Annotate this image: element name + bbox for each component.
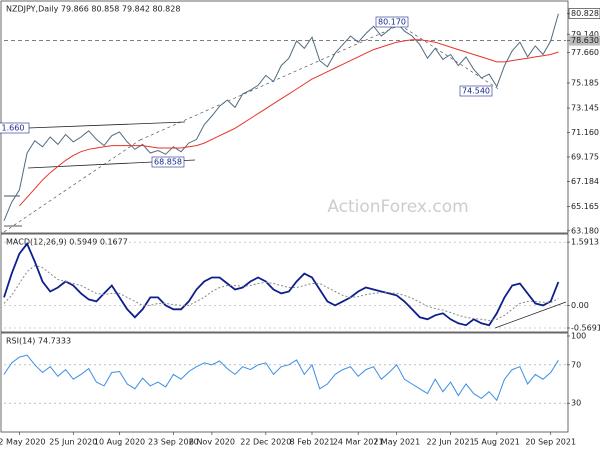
x-tick-label: 7 May 2021 [373,438,420,447]
annotation: 80.170 [378,18,406,27]
y-tick-label: 63.180 [571,226,599,235]
x-tick-label: 20 Sep 2021 [525,438,576,447]
x-tick-label: 12 May 2020 [0,438,45,447]
y-tick-label: 100 [571,332,586,341]
annotation: 68.858 [154,158,182,167]
x-tick-label: 10 Aug 2020 [94,438,145,447]
y-tick-label: 79.140 [571,30,599,39]
annotation-box [151,156,185,168]
x-tick-label: 22 Dec 2020 [240,438,291,447]
y-tick-label: 78.630 [571,36,599,45]
watermark: ActionForex.com [327,197,468,217]
y-tick-label: 0.00 [571,301,589,310]
x-tick-label: 25 Jun 2020 [49,438,97,447]
x-tick-label: 8 Feb 2021 [290,438,335,447]
y-tick-label: 71.160 [571,128,599,137]
series-line [3,354,559,402]
panel-frame [0,0,569,234]
y-tick-label: 77.660 [571,48,599,57]
y-tick-label: 69.175 [571,152,599,161]
x-tick-label: 23 Sep 2020 [148,438,199,447]
y-tick-label: -0.5691 [571,323,600,332]
series-line [3,242,560,327]
series-line [19,39,559,207]
annotation: 74.540 [462,87,490,96]
panel-title: NZDJPY,Daily 79.866 80.858 79.842 80.828 [6,5,180,14]
y-tick-label: 80.828 [571,9,599,18]
x-tick-label: 24 Mar 2021 [333,438,384,447]
series-line [3,265,559,322]
y-tick-label: 30 [571,399,581,408]
x-tick-label: 22 Jun 2021 [427,438,475,447]
trend-line [139,24,401,141]
annotation-box [0,122,30,134]
panel-title: MACD(12,26,9) 0.5949 0.1677 [6,238,128,247]
annotation-box [459,85,493,97]
y-tick-label: 67.184 [571,177,599,186]
y-tick-label: 70 [571,360,581,369]
trend-line [399,24,501,91]
annotation: 1.660 [2,124,25,133]
y-tick-label: 73.145 [571,104,599,113]
y-tick-label: 65.165 [571,202,599,211]
price-box [569,35,600,46]
panel-frame [0,332,569,433]
y-tick-label: 1.5913 [571,238,599,247]
y-tick-label: 75.185 [571,78,599,87]
channel-line [27,121,186,129]
x-tick-label: 6 Nov 2020 [189,438,235,447]
trend-line [494,301,567,329]
panel-frame [0,233,569,333]
series-line [3,13,559,221]
annotation-box [375,16,409,28]
x-tick-label: 5 Aug 2021 [474,438,520,447]
panel-title: RSI(14) 74.7333 [6,337,71,346]
